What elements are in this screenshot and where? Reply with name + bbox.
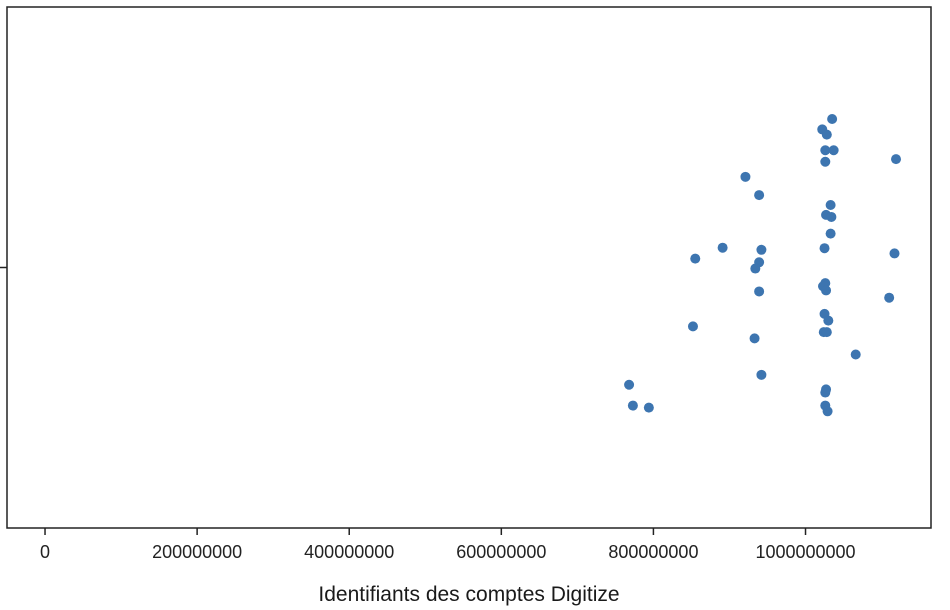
data-point bbox=[823, 315, 834, 326]
data-point bbox=[826, 211, 837, 222]
data-point bbox=[822, 406, 833, 417]
data-point bbox=[820, 156, 831, 167]
data-point bbox=[828, 145, 839, 156]
data-point bbox=[754, 286, 765, 297]
data-point bbox=[820, 387, 831, 398]
data-point bbox=[643, 402, 654, 413]
data-point bbox=[756, 369, 767, 380]
data-point bbox=[750, 263, 761, 274]
data-point bbox=[624, 379, 635, 390]
data-points bbox=[624, 114, 902, 417]
data-point bbox=[884, 292, 895, 303]
data-point bbox=[687, 321, 698, 332]
data-point bbox=[690, 253, 701, 264]
x-tick-label: 800000000 bbox=[608, 542, 698, 562]
data-point bbox=[821, 129, 832, 140]
data-point bbox=[821, 285, 832, 296]
x-tick-label: 0 bbox=[40, 542, 50, 562]
data-point bbox=[717, 242, 728, 253]
data-point bbox=[819, 243, 830, 254]
data-point bbox=[820, 145, 831, 156]
data-point bbox=[821, 327, 832, 338]
data-point bbox=[825, 199, 836, 210]
x-tick-label: 600000000 bbox=[456, 542, 546, 562]
data-point bbox=[827, 114, 838, 125]
x-axis-ticks: 0 200000000 400000000 600000000 800000000 100… bbox=[40, 528, 856, 562]
x-tick-label: 400000000 bbox=[304, 542, 394, 562]
x-axis-title: Identifiants des comptes Digitize bbox=[318, 583, 619, 606]
data-point bbox=[627, 400, 638, 411]
data-point bbox=[889, 248, 900, 259]
data-point bbox=[891, 154, 902, 165]
data-point bbox=[825, 228, 836, 239]
plot-area-frame bbox=[6, 6, 932, 529]
data-point bbox=[749, 333, 760, 344]
data-point bbox=[756, 244, 767, 255]
data-point bbox=[850, 349, 861, 360]
data-point bbox=[740, 171, 751, 182]
x-tick-label: 1000000000 bbox=[755, 542, 855, 562]
x-tick-label: 200000000 bbox=[152, 542, 242, 562]
data-point bbox=[754, 190, 765, 201]
